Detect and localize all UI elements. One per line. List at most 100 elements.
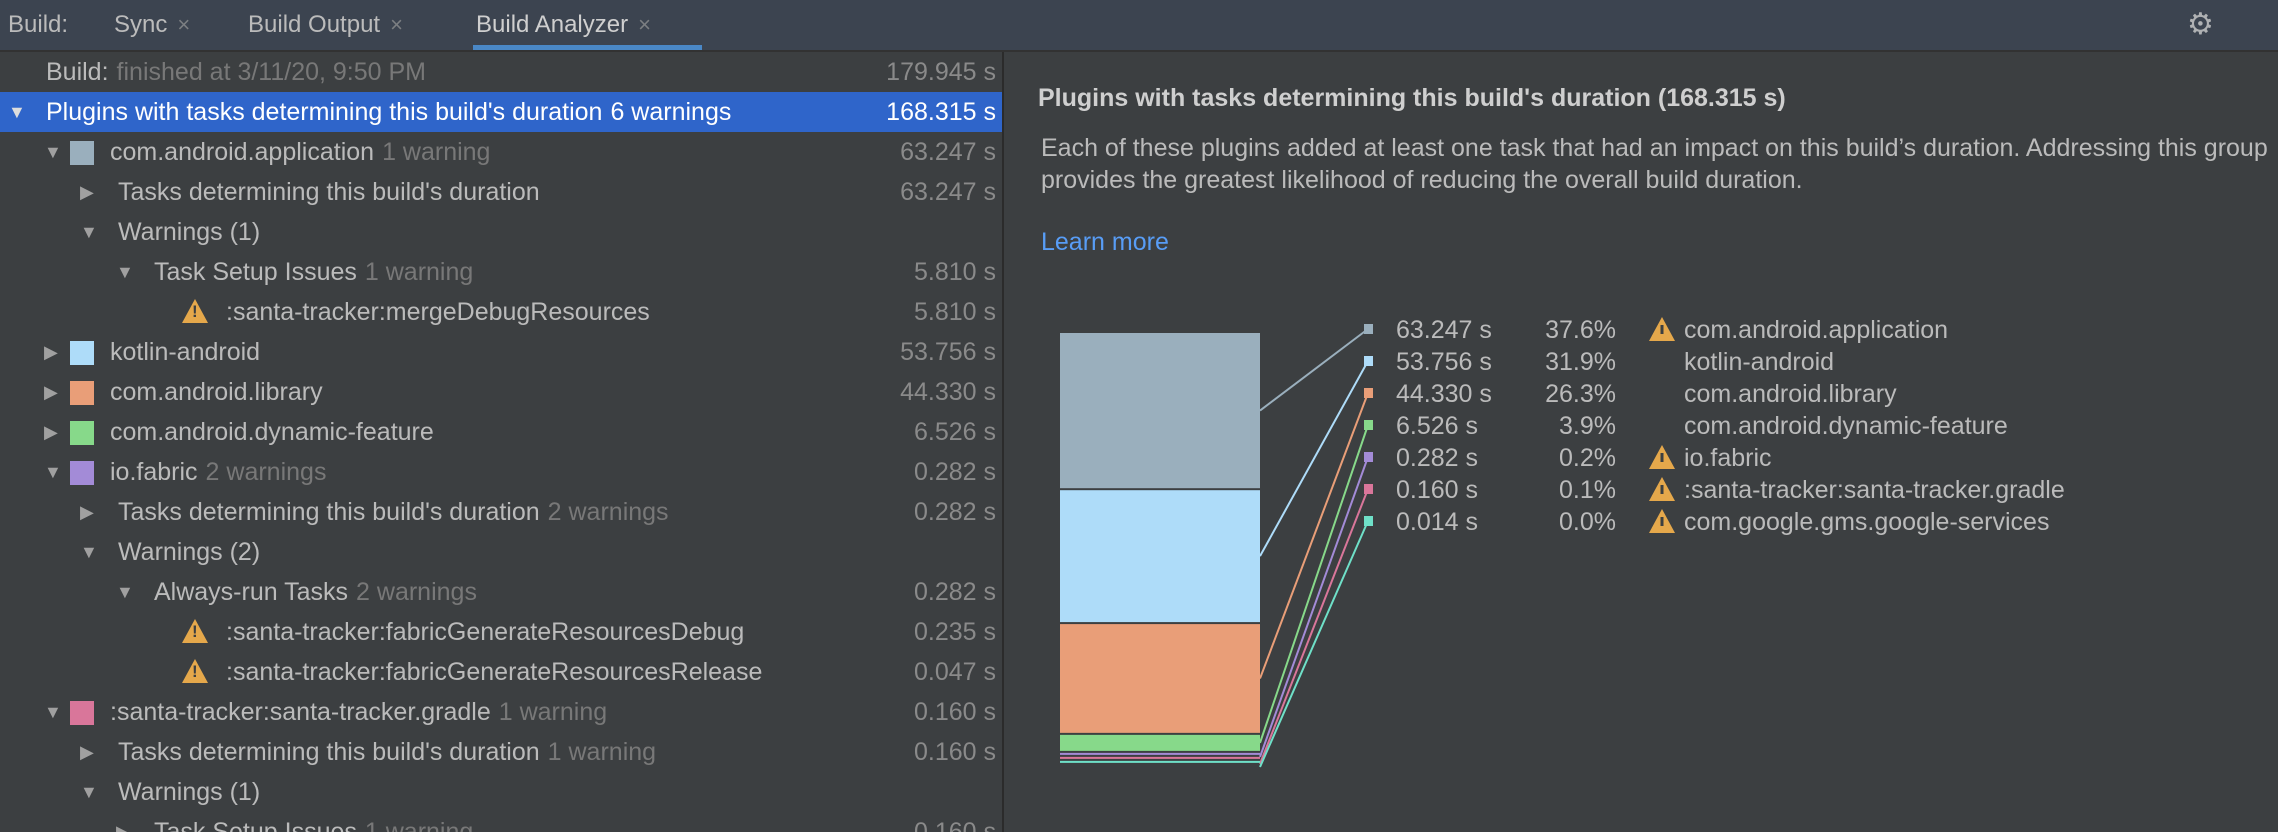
tree-row[interactable]: :santa-tracker:fabricGenerateResourcesRe…	[0, 652, 1002, 692]
legend-plugin-name: io.fabric	[1684, 444, 1772, 472]
row-duration: 0.235 s	[913, 618, 996, 646]
tree-row[interactable]: ▶ kotlin-android 53.756 s	[0, 332, 1002, 372]
row-duration: 179.945 s	[886, 58, 996, 86]
row-label: Warnings (1)	[118, 218, 261, 246]
expanded-arrow-icon[interactable]: ▼	[116, 262, 134, 282]
bar-segment	[1060, 752, 1260, 755]
row-duration: 0.282 s	[913, 578, 996, 606]
row-label: Warnings (1)	[118, 778, 261, 806]
row-label: com.android.library	[110, 378, 323, 406]
legend-time: 0.160 s	[1396, 476, 1478, 504]
row-label: Tasks determining this build's duration	[118, 738, 540, 766]
legend-swatch	[1364, 388, 1373, 398]
tree-row[interactable]: ▼ Warnings (1)	[0, 212, 1002, 252]
build-label: Build:	[8, 11, 69, 38]
tree-row[interactable]: ▼:santa-tracker:santa-tracker.gradle 1 wa…	[0, 692, 1002, 732]
row-label: :santa-tracker:fabricGenerateResourcesRe…	[226, 658, 763, 686]
tree-row[interactable]: ▼ Warnings (1)	[0, 772, 1002, 812]
tree-row[interactable]: ▼ Warnings (2)	[0, 532, 1002, 572]
legend-percent: 3.9%	[1559, 412, 1616, 440]
tree-row[interactable]: ▶ Tasks determining this build's duration…	[0, 172, 1002, 212]
bar-segment	[1060, 333, 1260, 489]
close-icon[interactable]: ×	[390, 12, 403, 37]
leader-line	[1259, 360, 1369, 557]
legend-plugin-name: :santa-tracker:santa-tracker.gradle	[1684, 476, 2065, 504]
legend-percent: 0.2%	[1559, 444, 1616, 472]
tab-build-analyzer[interactable]: Build Analyzer ×	[476, 0, 651, 50]
row-hint: 1 warning	[364, 258, 474, 286]
leader-line	[1259, 328, 1369, 412]
collapsed-arrow-icon[interactable]: ▶	[44, 382, 58, 402]
row-label: Always-run Tasks	[154, 578, 349, 606]
details-title: Plugins with tasks determining this buil…	[1038, 84, 1786, 112]
tree-row[interactable]: ▶ Tasks determining this build's duration…	[0, 492, 1002, 532]
plugin-color-swatch	[70, 701, 94, 725]
row-hint: 1 warning	[364, 818, 474, 832]
learn-more-link[interactable]: Learn more	[1041, 228, 1169, 256]
expanded-arrow-icon[interactable]: ▼	[44, 462, 62, 482]
plugin-duration-chart: 63.247 s 37.6% com.android.application 53.7…	[1060, 316, 2065, 768]
tree-row[interactable]: ▼ com.android.application 1 warning 63.247 …	[0, 132, 1002, 172]
tree-row[interactable]: ▶ Task Setup Issues 1 warning 0.160 s	[0, 812, 1002, 832]
expanded-arrow-icon[interactable]: ▼	[80, 782, 98, 802]
collapsed-arrow-icon[interactable]: ▶	[80, 502, 94, 522]
expanded-arrow-icon[interactable]: ▼	[80, 542, 98, 562]
tree-row[interactable]: ▶ com.android.dynamic-feature 6.526 s	[0, 412, 1002, 452]
tab-label: Sync	[114, 11, 168, 38]
warning-icon-mark	[1660, 325, 1664, 334]
collapsed-arrow-icon[interactable]: ▶	[116, 822, 130, 832]
legend-percent: 37.6%	[1545, 316, 1616, 344]
expanded-arrow-icon[interactable]: ▼	[44, 702, 62, 722]
tree-row[interactable]: :santa-tracker:mergeDebugResources 5.810 …	[0, 292, 1002, 332]
expanded-arrow-icon[interactable]: ▼	[116, 582, 134, 602]
row-label: :santa-tracker:santa-tracker.gradle	[110, 698, 491, 726]
row-duration: 168.315 s	[886, 98, 996, 126]
legend-percent: 26.3%	[1545, 380, 1616, 408]
tree-row[interactable]: ▼ io.fabric 2 warnings 0.282 s	[0, 452, 1002, 492]
gear-icon[interactable]: ⚙	[2187, 8, 2214, 41]
expanded-arrow-icon[interactable]: ▼	[80, 222, 98, 242]
row-label: com.android.dynamic-feature	[110, 418, 434, 446]
row-duration: 0.282 s	[913, 458, 996, 486]
row-label: com.android.application	[110, 138, 375, 166]
tree-row[interactable]: ▶ Tasks determining this build's duration…	[0, 732, 1002, 772]
build-tree[interactable]: Build: finished at 3/11/20, 9:50 PM 179.94…	[0, 52, 1004, 832]
close-icon[interactable]: ×	[638, 12, 651, 37]
bar-segment	[1060, 490, 1260, 623]
tab-sync[interactable]: Sync ×	[114, 0, 190, 50]
collapsed-arrow-icon[interactable]: ▶	[44, 422, 58, 442]
tab-build-output[interactable]: Build Output ×	[248, 0, 403, 50]
bar-segment	[1060, 734, 1260, 751]
row-hint: 6 warnings	[610, 98, 732, 126]
row-duration: 0.282 s	[913, 498, 996, 526]
expanded-arrow-icon[interactable]: ▼	[44, 142, 62, 162]
collapsed-arrow-icon[interactable]: ▶	[44, 342, 58, 362]
tree-row[interactable]: :santa-tracker:fabricGenerateResourcesDe…	[0, 612, 1002, 652]
collapsed-arrow-icon[interactable]: ▶	[80, 742, 94, 762]
warning-icon-mark	[1660, 453, 1664, 462]
legend-plugin-name: kotlin-android	[1684, 348, 1834, 376]
tree-row[interactable]: ▼ Always-run Tasks 2 warnings 0.282 s	[0, 572, 1002, 612]
legend-time: 53.756 s	[1396, 348, 1492, 376]
row-label: Tasks determining this build's duration	[118, 178, 540, 206]
plugin-color-swatch	[70, 381, 94, 405]
expanded-arrow-icon[interactable]: ▼	[8, 102, 26, 122]
legend-swatch	[1364, 324, 1373, 334]
plugin-color-swatch	[70, 461, 94, 485]
warning-icon	[182, 292, 208, 332]
tree-row[interactable]: ▼ Plugins with tasks determining this bui…	[0, 92, 1002, 132]
row-label: kotlin-android	[110, 338, 261, 366]
tree-row[interactable]: ▼ Task Setup Issues 1 warning 5.810 s	[0, 252, 1002, 292]
row-hint: 2 warnings	[547, 498, 669, 526]
tree-row[interactable]: Build: finished at 3/11/20, 9:50 PM 179.94…	[0, 52, 1002, 92]
legend-swatch	[1364, 516, 1373, 526]
row-duration: 0.047 s	[913, 658, 996, 686]
plugin-color-swatch	[70, 421, 94, 445]
row-hint: 1 warning	[547, 738, 657, 766]
row-duration: 0.160 s	[913, 818, 996, 832]
row-hint: finished at 3/11/20, 9:50 PM	[116, 58, 427, 86]
close-icon[interactable]: ×	[177, 12, 191, 37]
tree-row[interactable]: ▶ com.android.library 44.330 s	[0, 372, 1002, 412]
row-label: Warnings (2)	[118, 538, 261, 566]
collapsed-arrow-icon[interactable]: ▶	[80, 182, 94, 202]
